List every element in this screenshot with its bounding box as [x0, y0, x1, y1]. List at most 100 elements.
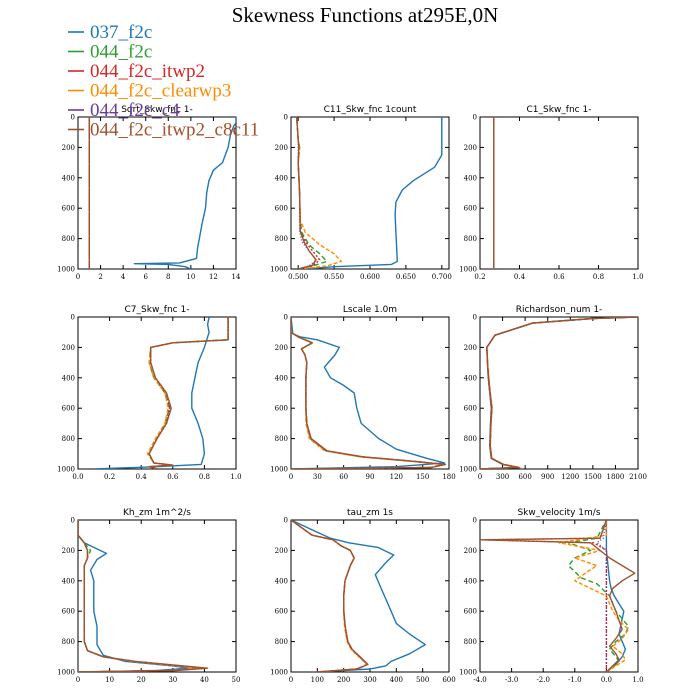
series-line-037_f2c — [291, 317, 446, 469]
y-tick-label: 1000 — [270, 266, 288, 274]
legend: 037_f2c044_f2c044_f2c_itwp2044_f2c_clear… — [68, 22, 259, 141]
x-tick-label: 0.500 — [288, 273, 308, 281]
x-tick-label: 900 — [541, 473, 554, 481]
y-tick-label: 200 — [62, 547, 75, 555]
y-tick-label: 0 — [284, 314, 288, 322]
x-tick-label: 1500 — [584, 473, 602, 481]
legend-label: 044_f2c_itwp2 — [90, 61, 205, 82]
panel-title: C7_Skw_fnc 1- — [125, 305, 190, 315]
y-tick-label: 600 — [275, 205, 288, 213]
y-tick-label: 800 — [62, 638, 75, 646]
y-tick-label: 0 — [71, 314, 75, 322]
y-tick-label: 600 — [62, 608, 75, 616]
panels-group: Sqrt_Skw_fnc 1-0 2 4 6 8 10 12 1402004006008001… — [57, 105, 647, 684]
panel-9: Skw_velocity 1m/s -4.0 -3.0 -2.0 -1.0 0.0 1.0 0… — [459, 508, 643, 684]
series-line-044_f2c_itwp2_c8c11 — [291, 317, 447, 469]
panel-title: tau_zm 1s — [347, 508, 393, 518]
x-tick-label: 40 — [200, 676, 209, 684]
y-tick-label: 800 — [464, 638, 477, 646]
y-tick-label: 1000 — [57, 669, 75, 677]
y-tick-label: 800 — [275, 235, 288, 243]
x-tick-label: 10 — [105, 676, 114, 684]
plot-frame — [479, 519, 639, 673]
x-tick-label: 120 — [390, 473, 403, 481]
series-line-044_f2c_itwp2_c8c11 — [291, 520, 369, 672]
y-tick-label: 200 — [464, 547, 477, 555]
x-tick-label: 10 — [186, 273, 195, 281]
y-tick-label: 600 — [275, 608, 288, 616]
panel-5: Lscale 1.0m 0 30 60 90 120 150 180 0 200 400 600 800… — [270, 305, 456, 481]
panel-title: C11_Skw_fnc 1count — [324, 105, 417, 115]
series-line-044_f2c_c4 — [596, 520, 608, 672]
y-tick-label: 200 — [62, 144, 75, 152]
series-line-037_f2c — [305, 117, 443, 269]
legend-label: 037_f2c — [90, 22, 152, 43]
y-tick-label: 0 — [71, 517, 75, 525]
x-tick-label: 0.6 — [167, 473, 179, 481]
series-group — [480, 317, 638, 469]
series-group — [296, 117, 443, 269]
x-tick-label: 0.8 — [199, 473, 210, 481]
x-tick-label: 0 — [289, 676, 293, 684]
x-tick-label: 300 — [363, 676, 376, 684]
y-tick-label: 400 — [62, 174, 75, 182]
x-tick-label: 12 — [209, 273, 218, 281]
x-tick-label: 400 — [390, 676, 403, 684]
x-tick-label: 1.0 — [632, 273, 643, 281]
y-tick-label: 200 — [275, 547, 288, 555]
y-tick-label: 400 — [275, 374, 288, 382]
series-line-044_f2c — [480, 317, 638, 469]
x-tick-label: 0.8 — [593, 273, 604, 281]
x-tick-label: 0.650 — [396, 273, 416, 281]
plot-frame — [479, 316, 639, 470]
x-tick-label: 0.0 — [72, 473, 83, 481]
series-line-044_f2c — [291, 520, 369, 672]
y-tick-label: 1000 — [270, 466, 288, 474]
legend-label: 044_f2c_c4 — [90, 100, 180, 121]
series-line-044_f2c_clearwp3 — [78, 520, 202, 672]
x-tick-label: 0.2 — [474, 273, 485, 281]
x-tick-label: 150 — [416, 473, 429, 481]
y-tick-label: 800 — [464, 235, 477, 243]
x-tick-label: -1.0 — [568, 676, 582, 684]
panel-6: Richardson_num 1- 0 300 600 900 1200 1500 1800 2… — [459, 305, 647, 481]
x-tick-label: 100 — [311, 676, 324, 684]
y-tick-label: 0 — [473, 314, 477, 322]
x-tick-label: -3.0 — [505, 676, 519, 684]
plot-frame — [77, 316, 237, 470]
series-line-044_f2c_itwp2 — [480, 317, 638, 469]
panel-7: Kh_zm 1m^2/s 0 10 20 30 40 50 0 200 400 600 800 1000 — [57, 508, 240, 684]
plot-frame — [77, 116, 237, 270]
legend-label: 044_f2c_clearwp3 — [90, 81, 231, 102]
y-tick-label: 600 — [464, 405, 477, 413]
series-line-044_f2c_c4 — [291, 520, 369, 672]
series-group — [78, 520, 209, 672]
series-line-037_f2c — [78, 520, 190, 672]
x-tick-label: 0 — [76, 273, 80, 281]
plot-frame — [479, 116, 639, 270]
x-tick-label: 4 — [121, 273, 126, 281]
y-tick-label: 800 — [275, 638, 288, 646]
y-tick-label: 800 — [275, 435, 288, 443]
y-tick-label: 600 — [62, 205, 75, 213]
y-tick-label: 600 — [62, 405, 75, 413]
y-tick-label: 400 — [275, 174, 288, 182]
series-line-037_f2c — [133, 117, 236, 269]
x-tick-label: 0.0 — [601, 676, 612, 684]
x-tick-label: 0.6 — [553, 273, 565, 281]
x-tick-label: 0.700 — [432, 273, 452, 281]
series-group — [480, 520, 636, 672]
panel-3: C1_Skw_fnc 1- 0.2 0.4 0.6 0.8 1.0 0 200 400 600 80… — [459, 105, 643, 281]
series-line-044_f2c_itwp2 — [291, 520, 369, 672]
y-tick-label: 1000 — [57, 266, 75, 274]
series-line-044_f2c_itwp2_c8c11 — [480, 317, 638, 469]
x-tick-label: 8 — [166, 273, 170, 281]
y-tick-label: 0 — [473, 114, 477, 122]
y-tick-label: 400 — [464, 374, 477, 382]
y-tick-label: 1000 — [459, 669, 477, 677]
x-tick-label: 1.0 — [632, 676, 643, 684]
x-tick-label: 600 — [518, 473, 531, 481]
x-tick-label: 0 — [478, 473, 482, 481]
x-tick-label: 1.0 — [230, 473, 241, 481]
